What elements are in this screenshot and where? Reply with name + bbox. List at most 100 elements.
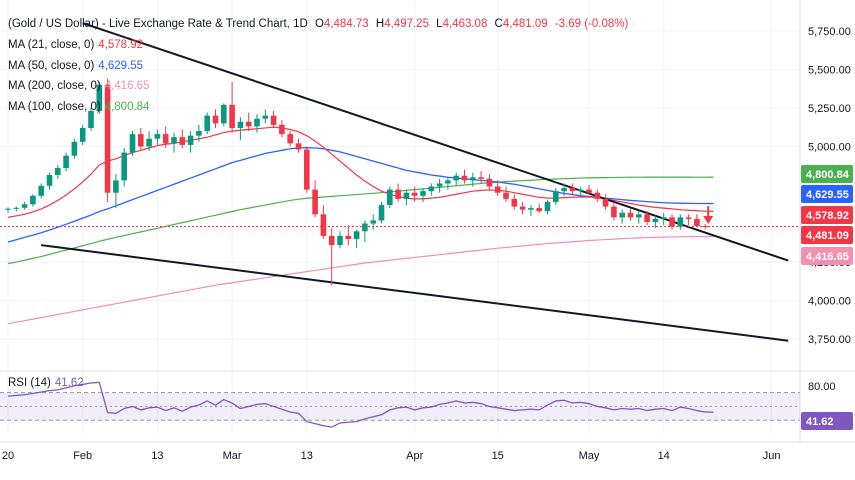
time-tick-label: 13	[151, 450, 163, 462]
candle-body-30	[254, 118, 260, 127]
legend-ma50[interactable]: MA (50, close, 0) 4,629.55	[8, 56, 628, 77]
candle-body-33	[279, 124, 285, 135]
candle-body-74	[619, 212, 625, 218]
candle-body-47	[395, 189, 401, 199]
candle-body-54	[453, 175, 459, 181]
candle-body-18	[154, 134, 161, 139]
candle-body-82	[685, 217, 692, 219]
candle-body-80	[669, 217, 675, 227]
ma50-line	[7, 147, 714, 243]
candle-body-15	[129, 134, 136, 153]
candle-body-48	[403, 192, 410, 199]
candle-body-27	[229, 104, 235, 128]
candle-body-56	[470, 177, 476, 181]
ohlc-open: O4,484.73	[314, 18, 369, 30]
candle-body-29	[245, 121, 252, 127]
price-tag-label: 4,629.55	[806, 189, 849, 201]
candle-body-66	[553, 191, 559, 202]
candle-body-9	[79, 127, 86, 142]
price-axis[interactable]: 5,750.005,500.005,250.005,000.004,250.00…	[808, 26, 851, 393]
candle-body-40	[337, 235, 343, 246]
time-tick-label: Feb	[73, 450, 92, 462]
candle-body-79	[660, 217, 667, 219]
legend-ma21[interactable]: MA (21, close, 0) 4,578.92	[8, 35, 628, 56]
candle-body-4	[38, 185, 44, 196]
price-tag-label: 4,578.92	[806, 210, 849, 222]
candle-body-16	[138, 134, 144, 147]
candle-body-62	[519, 206, 526, 210]
candle-body-0	[5, 208, 11, 210]
candlestick-series	[5, 78, 708, 286]
candle-body-44	[370, 220, 376, 224]
candle-body-63	[528, 208, 534, 210]
candle-body-49	[411, 192, 418, 196]
price-tick-label: 3,750.00	[808, 334, 851, 346]
ohlc-close: C4,481.09	[494, 18, 548, 30]
candle-body-34	[287, 134, 293, 144]
ma21-label: MA (21, close, 0)	[8, 38, 95, 51]
time-tick-label: 20	[2, 450, 14, 462]
ma21-value: 4,578.92	[98, 38, 144, 51]
ma50-value: 4,629.55	[98, 59, 144, 72]
candle-body-21	[179, 137, 186, 145]
rsi-pane	[0, 381, 800, 428]
candle-body-65	[544, 201, 551, 212]
candle-body-41	[345, 235, 352, 239]
candle-body-12	[104, 84, 111, 193]
candle-body-6	[55, 168, 61, 175]
trend-line-lower	[41, 244, 789, 342]
legend-ma200[interactable]: MA (200, close, 0) 4,416.65	[8, 76, 628, 97]
candle-body-20	[171, 137, 177, 144]
candle-body-11	[96, 84, 103, 111]
arrow-head	[703, 216, 714, 224]
ma100-label: MA (100, close, 0)	[8, 101, 101, 114]
moving-average-lines	[7, 126, 714, 325]
candle-body-13	[113, 180, 119, 193]
price-tick-label: 5,000.00	[808, 141, 851, 153]
candle-body-19	[162, 134, 169, 144]
candle-body-2	[21, 204, 28, 208]
candle-body-69	[577, 189, 584, 192]
rsi-tag-bg	[801, 412, 853, 430]
candle-body-35	[295, 143, 302, 150]
candle-body-53	[445, 180, 451, 184]
candle-body-57	[478, 177, 484, 179]
rsi-tick-label: 80.00	[808, 381, 836, 393]
rsi-tag-label: 41.62	[806, 416, 834, 428]
candle-body-78	[652, 218, 659, 222]
candle-body-26	[221, 104, 227, 124]
candle-body-3	[30, 195, 36, 205]
candle-body-25	[212, 115, 219, 124]
legend-title-row: (Gold / US Dollar) - Live Exchange Rate …	[8, 14, 628, 35]
ohlc-low: L4,463.08	[436, 18, 488, 30]
chart-legend: (Gold / US Dollar) - Live Exchange Rate …	[8, 14, 628, 118]
candle-body-7	[63, 155, 69, 169]
candle-body-76	[636, 214, 642, 218]
candle-body-38	[320, 214, 327, 236]
candle-body-72	[602, 198, 609, 207]
candle-body-24	[204, 115, 210, 132]
rsi-legend[interactable]: RSI (14) 41.62	[8, 377, 84, 389]
candle-body-50	[420, 191, 426, 196]
time-tick-label: 14	[658, 450, 670, 462]
time-axis[interactable]: 20 Feb 13 Mar 13 Apr 15 May 14 Jun	[2, 450, 781, 462]
candle-body-59	[494, 186, 501, 193]
candle-body-68	[569, 188, 576, 192]
candle-body-45	[378, 205, 385, 221]
candle-body-55	[461, 175, 468, 181]
price-tag-bg	[801, 206, 853, 224]
price-tick-label: 4,000.00	[808, 296, 851, 308]
candle-body-32	[270, 115, 277, 125]
candle-body-83	[694, 218, 700, 227]
legend-ma100[interactable]: MA (100, close, 0) 4,800.84	[8, 97, 628, 118]
down-arrow-annotation	[703, 206, 714, 224]
rsi-value: 41.62	[54, 377, 84, 389]
candle-body-37	[312, 189, 318, 215]
time-tick-label: 15	[492, 450, 504, 462]
candle-body-64	[536, 208, 542, 212]
candle-body-17	[146, 138, 152, 147]
time-tick-label: Jun	[763, 450, 781, 462]
price-tick-label: 5,500.00	[808, 64, 851, 76]
ma50-label: MA (50, close, 0)	[8, 59, 95, 72]
